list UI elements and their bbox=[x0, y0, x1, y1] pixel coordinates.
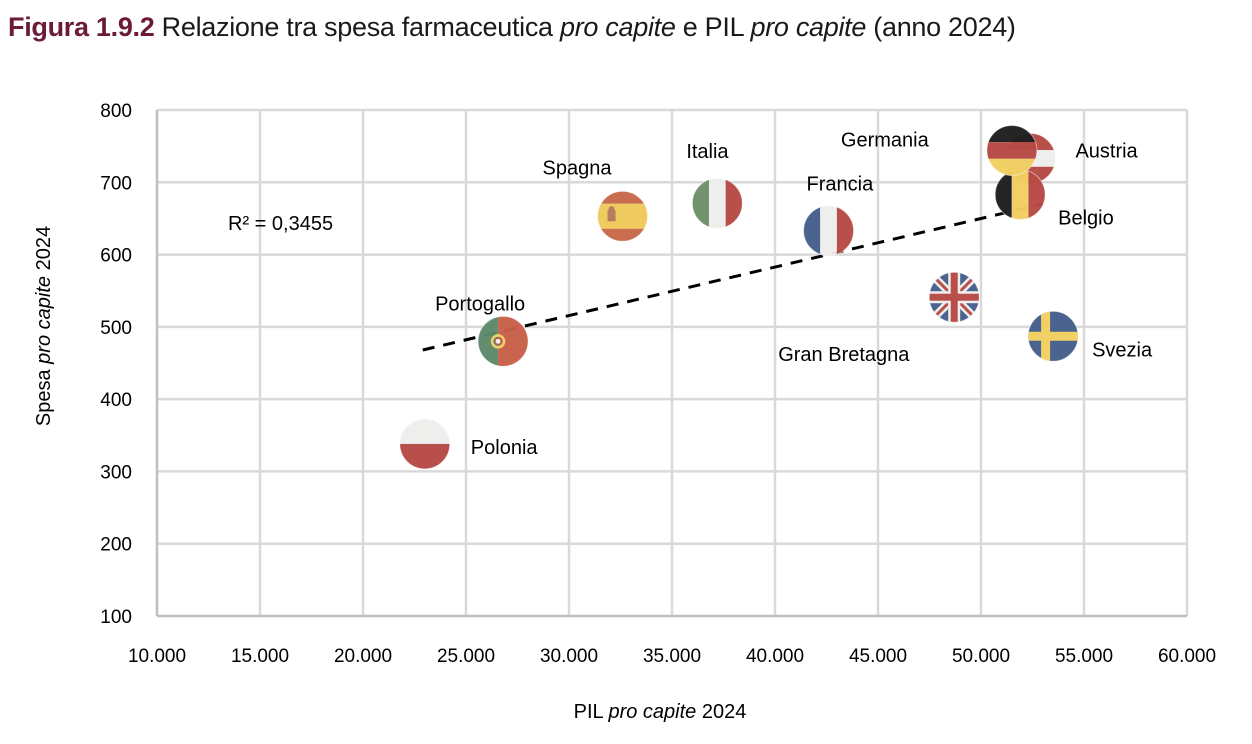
x-tick-label: 45.000 bbox=[849, 646, 907, 667]
france-flag-icon bbox=[803, 205, 855, 257]
axes: 10.000 15.000 20.000 25.000 30.000 35.000 40.0… bbox=[100, 101, 1216, 667]
figure-title-text-3: e PIL bbox=[675, 12, 751, 42]
y-tick-label: 700 bbox=[100, 173, 132, 194]
x-axis-title-part-3: 2024 bbox=[696, 701, 746, 723]
y-axis-title: Spesa pro capite 2024 bbox=[33, 226, 55, 426]
germany-flag-icon bbox=[986, 124, 1038, 176]
sweden-flag-icon bbox=[1027, 310, 1079, 362]
belgium-flag-icon bbox=[994, 169, 1046, 221]
trendline-layer bbox=[422, 202, 1044, 352]
point-label-svezia: Svezia bbox=[1092, 339, 1153, 361]
y-tick-label: 500 bbox=[100, 318, 132, 339]
r-squared-annotation: R² = 0,3455 bbox=[228, 213, 333, 235]
x-tick-label: 20.000 bbox=[334, 646, 392, 667]
y-tick-label: 800 bbox=[100, 101, 132, 122]
data-points bbox=[399, 124, 1079, 470]
x-axis-title: PIL pro capite 2024 bbox=[574, 701, 747, 723]
point-label-polonia: Polonia bbox=[471, 437, 539, 459]
point-label-germania: Germania bbox=[841, 129, 930, 151]
x-tick-label: 60.000 bbox=[1158, 646, 1216, 667]
point-label-portogallo: Portogallo bbox=[435, 293, 525, 315]
point-label-spagna: Spagna bbox=[543, 157, 613, 179]
portugal-flag-icon bbox=[477, 315, 529, 367]
point-label-austria: Austria bbox=[1075, 140, 1138, 162]
x-axis-title-part-1: PIL bbox=[574, 701, 609, 723]
point-label-gran-bretagna: Gran Bretagna bbox=[778, 344, 910, 366]
figure-title-text-5: (anno 2024) bbox=[866, 12, 1016, 42]
figure-number: Figura 1.9.2 bbox=[8, 12, 155, 42]
poland-flag-icon bbox=[399, 418, 451, 470]
figure-title-text-4: pro capite bbox=[750, 12, 867, 42]
x-tick-label: 35.000 bbox=[643, 646, 701, 667]
point-label-belgio: Belgio bbox=[1058, 208, 1114, 230]
x-tick-label: 40.000 bbox=[746, 646, 804, 667]
figure-title-text-1: Relazione tra spesa farmaceutica bbox=[161, 12, 560, 42]
italy-flag-icon bbox=[691, 177, 743, 229]
point-labels: Polonia Portogallo Spagna Italia Francia Gran… bbox=[435, 129, 1153, 458]
x-tick-label: 55.000 bbox=[1055, 646, 1113, 667]
x-tick-label: 50.000 bbox=[952, 646, 1010, 667]
y-tick-label: 200 bbox=[100, 535, 132, 556]
y-tick-label: 100 bbox=[100, 607, 132, 628]
figure-title: Figura 1.9.2 Relazione tra spesa farmace… bbox=[8, 12, 1016, 43]
y-tick-label: 300 bbox=[100, 462, 132, 483]
grid bbox=[157, 108, 1189, 616]
x-tick-label: 30.000 bbox=[540, 646, 598, 667]
figure-title-text-2: pro capite bbox=[559, 12, 676, 42]
x-tick-label: 15.000 bbox=[231, 646, 289, 667]
point-label-italia: Italia bbox=[686, 141, 729, 163]
y-axis-title-part-2: pro capite bbox=[33, 276, 55, 365]
spain-flag-icon bbox=[597, 190, 649, 242]
x-tick-label: 10.000 bbox=[128, 646, 186, 667]
y-axis-title-part-3: 2024 bbox=[33, 226, 55, 276]
y-tick-label: 400 bbox=[100, 390, 132, 411]
y-axis-title-part-1: Spesa bbox=[33, 364, 55, 426]
y-tick-label: 600 bbox=[100, 246, 132, 267]
uk-flag-icon bbox=[928, 271, 980, 323]
x-tick-label: 25.000 bbox=[437, 646, 495, 667]
point-label-francia: Francia bbox=[807, 174, 875, 196]
x-axis-title-part-2: pro capite bbox=[607, 701, 696, 723]
trendline bbox=[422, 202, 1044, 352]
